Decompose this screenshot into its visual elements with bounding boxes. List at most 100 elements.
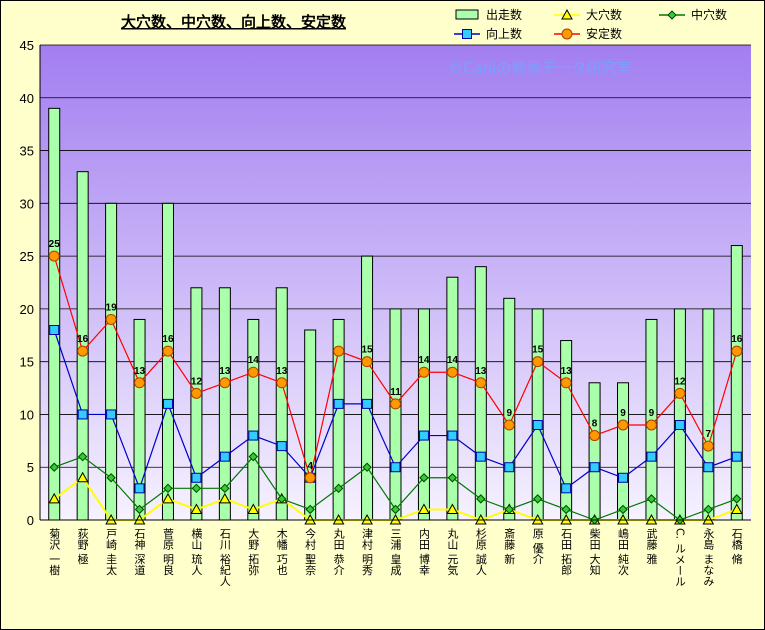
marker-diamond — [191, 483, 202, 494]
x-tick-label: 斎藤 新 — [503, 527, 516, 565]
marker-diamond — [305, 504, 315, 515]
bar-runs — [474, 266, 487, 521]
data-label: 14 — [418, 355, 430, 366]
marker-circle — [702, 440, 714, 452]
bar-runs — [304, 329, 317, 521]
bar-runs — [105, 202, 118, 521]
bar-runs — [417, 308, 430, 521]
marker-circle — [731, 345, 743, 357]
data-label: 19 — [106, 302, 118, 313]
marker-diamond — [163, 483, 173, 494]
data-label: 7 — [706, 429, 712, 440]
marker-square — [362, 398, 373, 409]
marker-triangle — [162, 492, 174, 504]
data-label: 16 — [162, 334, 174, 345]
data-label: 9 — [506, 408, 512, 419]
data-label: 13 — [276, 366, 288, 377]
y-tick-label: 30 — [20, 196, 34, 211]
x-tick-label: 菊沢 一樹 — [48, 528, 61, 576]
marker-circle — [475, 377, 487, 389]
marker-diamond — [667, 10, 677, 20]
bar-runs — [702, 308, 715, 521]
marker-square — [106, 409, 117, 420]
data-label: 8 — [592, 419, 598, 430]
marker-diamond — [561, 504, 571, 515]
marker-circle — [561, 28, 573, 40]
y-tick-label: 10 — [20, 407, 34, 422]
axes — [39, 45, 751, 521]
marker-diamond — [106, 473, 116, 483]
data-label: 12 — [674, 376, 686, 387]
marker-triangle — [418, 503, 430, 514]
legend-swatch — [455, 9, 479, 20]
bar-runs — [531, 308, 544, 521]
marker-diamond — [220, 483, 230, 494]
y-tick-label: 45 — [20, 38, 34, 53]
y-tick-label: 5 — [27, 460, 34, 475]
y-tick-label: 15 — [20, 355, 34, 370]
bar-runs — [389, 308, 402, 521]
marker-circle — [190, 387, 202, 399]
x-tick-label: 石川 裕紀人 — [218, 528, 231, 587]
marker-square — [418, 430, 429, 441]
legend-label: 安定数 — [586, 26, 622, 41]
x-tick-label: 石橋 脩 — [730, 528, 743, 565]
x-tick-labels: 菊沢 一樹 荻野 極 戸崎 圭太 石神 深道 菅原 明良 横山 琉人 石川 裕紀人 大野 拓弥… — [48, 527, 744, 587]
data-label: 16 — [77, 334, 89, 345]
x-tick-label: 木幡 巧也 — [275, 528, 288, 576]
data-label: 11 — [390, 387, 401, 398]
data-label: 16 — [731, 334, 743, 345]
lines-layer: 25 16 19 13 16 12 13 14 13 4 15 11 14 14 13 9 15 13 8 9 9 12 7… — [48, 239, 743, 525]
marker-square — [646, 451, 657, 462]
marker-circle — [134, 377, 146, 389]
marker-square — [77, 409, 88, 420]
marker-square — [532, 420, 543, 430]
marker-square — [674, 420, 685, 430]
marker-circle — [219, 377, 231, 389]
marker-diamond — [732, 494, 742, 504]
y-tick-label: 20 — [20, 302, 34, 317]
marker-circle — [48, 250, 60, 262]
marker-circle — [390, 398, 401, 410]
marker-square — [618, 472, 629, 483]
x-tick-label: 武藤 雅 — [645, 528, 658, 565]
marker-square — [162, 398, 173, 409]
marker-circle — [532, 356, 544, 368]
marker-square — [475, 451, 486, 462]
legend-label: 中穴数 — [691, 7, 727, 22]
x-tick-label: 荻野 極 — [76, 528, 89, 565]
marker-square — [134, 483, 145, 494]
marker-diamond — [618, 504, 628, 515]
marker-circle — [418, 366, 430, 378]
x-tick-label: 大野 拓弥 — [247, 527, 260, 576]
marker-triangle — [48, 492, 61, 504]
x-tick-label: 丸田 恭介 — [332, 528, 345, 576]
data-label: 9 — [649, 408, 655, 419]
data-label: 12 — [191, 376, 203, 387]
bar-runs — [48, 107, 61, 521]
bar-runs — [673, 308, 686, 521]
marker-circle — [617, 419, 629, 431]
marker-circle — [503, 419, 515, 431]
marker-diamond — [333, 483, 344, 494]
x-tick-label: 津村 明秀 — [361, 528, 374, 576]
marker-triangle — [446, 503, 459, 514]
y-tick-label: 40 — [20, 91, 34, 106]
data-label: 4 — [307, 461, 313, 472]
x-tick-label: 今村 聖奈 — [304, 527, 317, 576]
legend-label: 出走数 — [486, 7, 522, 22]
marker-square — [49, 325, 60, 335]
marker-diamond — [646, 494, 657, 504]
data-label: 13 — [134, 366, 146, 377]
y-tick-label: 25 — [20, 249, 34, 264]
marker-diamond — [134, 504, 145, 515]
marker-diamond — [703, 504, 714, 515]
marker-circle — [105, 313, 117, 325]
marker-diamond — [77, 451, 88, 462]
marker-triangle — [247, 503, 260, 514]
x-tick-label: 横山 琉人 — [190, 527, 203, 576]
marker-diamond — [49, 462, 59, 472]
x-tick-label: 三浦 皇成 — [389, 528, 402, 576]
marker-diamond — [362, 462, 372, 472]
